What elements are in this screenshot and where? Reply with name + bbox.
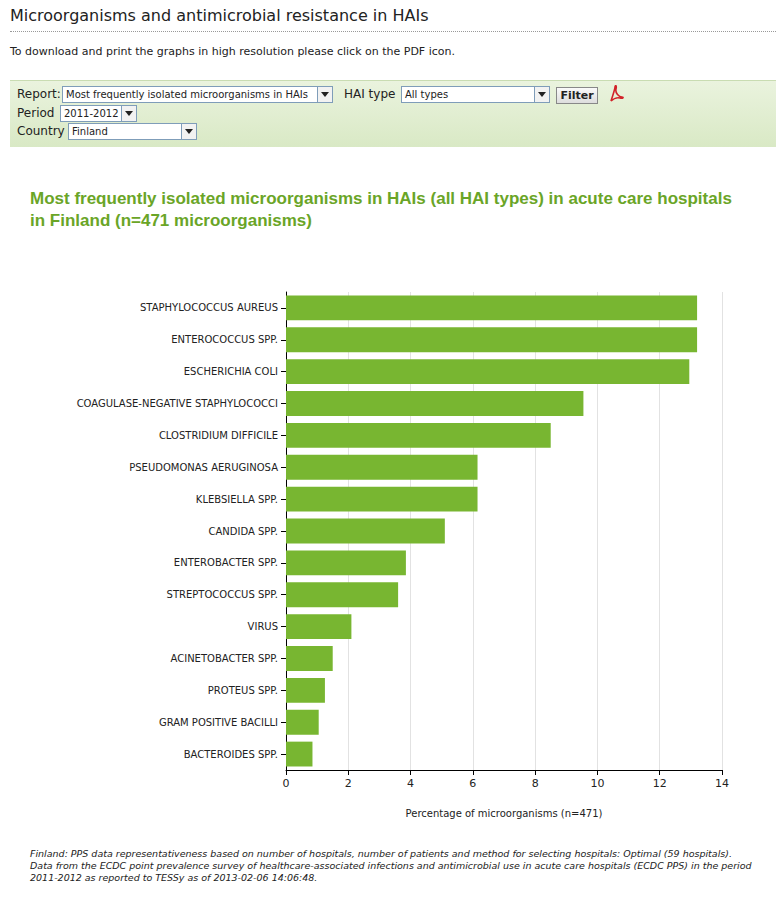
svg-text:VIRUS: VIRUS xyxy=(248,621,278,632)
svg-text:PROTEUS SPP.: PROTEUS SPP. xyxy=(208,685,278,696)
svg-text:ENTEROCOCCUS SPP.: ENTEROCOCCUS SPP. xyxy=(171,334,278,345)
html-text:To download and print the grap: To download and print the graphs in high… xyxy=(10,45,455,58)
svg-text:ESCHERICHIA COLI: ESCHERICHIA COLI xyxy=(184,366,278,377)
svg-text:CLOSTRIDIUM DIFFICILE: CLOSTRIDIUM DIFFICILE xyxy=(159,430,278,441)
svg-text:12: 12 xyxy=(653,777,667,790)
svg-text:14: 14 xyxy=(715,777,729,790)
html-text:Finland: PPS data representati: Finland: PPS data representativeness bas… xyxy=(30,848,732,859)
html-text:All types: All types xyxy=(405,89,449,100)
html-text:Finland: Finland xyxy=(72,126,108,137)
svg-text:8: 8 xyxy=(532,777,539,790)
svg-text:ENTEROBACTER SPP.: ENTEROBACTER SPP. xyxy=(174,557,278,568)
svg-text:2: 2 xyxy=(345,777,352,790)
svg-text:STREPTOCOCCUS SPP.: STREPTOCOCCUS SPP. xyxy=(167,589,278,600)
html-text:Filter: Filter xyxy=(560,89,594,102)
svg-text:GRAM POSITIVE BACILLI: GRAM POSITIVE BACILLI xyxy=(159,717,278,728)
svg-text:COAGULASE-NEGATIVE STAPHYLOCOC: COAGULASE-NEGATIVE STAPHYLOCOCCI xyxy=(77,398,278,409)
svg-text:CANDIDA SPP.: CANDIDA SPP. xyxy=(208,526,278,537)
html-text:Most frequently isolated micro: Most frequently isolated microorganisms … xyxy=(66,89,308,100)
svg-text:Percentage of microorganisms (: Percentage of microorganisms (n=471) xyxy=(406,808,603,819)
html-text:Microorganisms and antimicrobi: Microorganisms and antimicrobial resista… xyxy=(10,6,429,25)
html-text:Period: Period xyxy=(17,106,55,120)
svg-text:KLEBSIELLA SPP.: KLEBSIELLA SPP. xyxy=(196,494,278,505)
html-text:Country: Country xyxy=(17,124,65,138)
svg-text:STAPHYLOCOCCUS AUREUS: STAPHYLOCOCCUS AUREUS xyxy=(140,302,278,313)
html-text:HAI type: HAI type xyxy=(344,87,396,101)
html-text:Most frequently isolated micro: Most frequently isolated microorganisms … xyxy=(30,189,732,230)
svg-text:0: 0 xyxy=(283,777,290,790)
svg-text:ACINETOBACTER SPP.: ACINETOBACTER SPP. xyxy=(171,653,278,664)
html-text:2011-2012 as reported to TESSy: 2011-2012 as reported to TESSy as of 201… xyxy=(30,872,318,883)
html-text:Report:: Report: xyxy=(17,87,61,101)
svg-text:PSEUDOMONAS AERUGINOSA: PSEUDOMONAS AERUGINOSA xyxy=(129,462,278,473)
svg-text:BACTEROIDES SPP.: BACTEROIDES SPP. xyxy=(184,749,278,760)
svg-text:6: 6 xyxy=(469,777,476,790)
svg-text:4: 4 xyxy=(407,777,414,790)
html-text:2011-2012: 2011-2012 xyxy=(64,108,119,119)
html-text:Data from the ECDC point preva: Data from the ECDC point prevalence surv… xyxy=(30,860,752,871)
svg-text:10: 10 xyxy=(590,777,604,790)
